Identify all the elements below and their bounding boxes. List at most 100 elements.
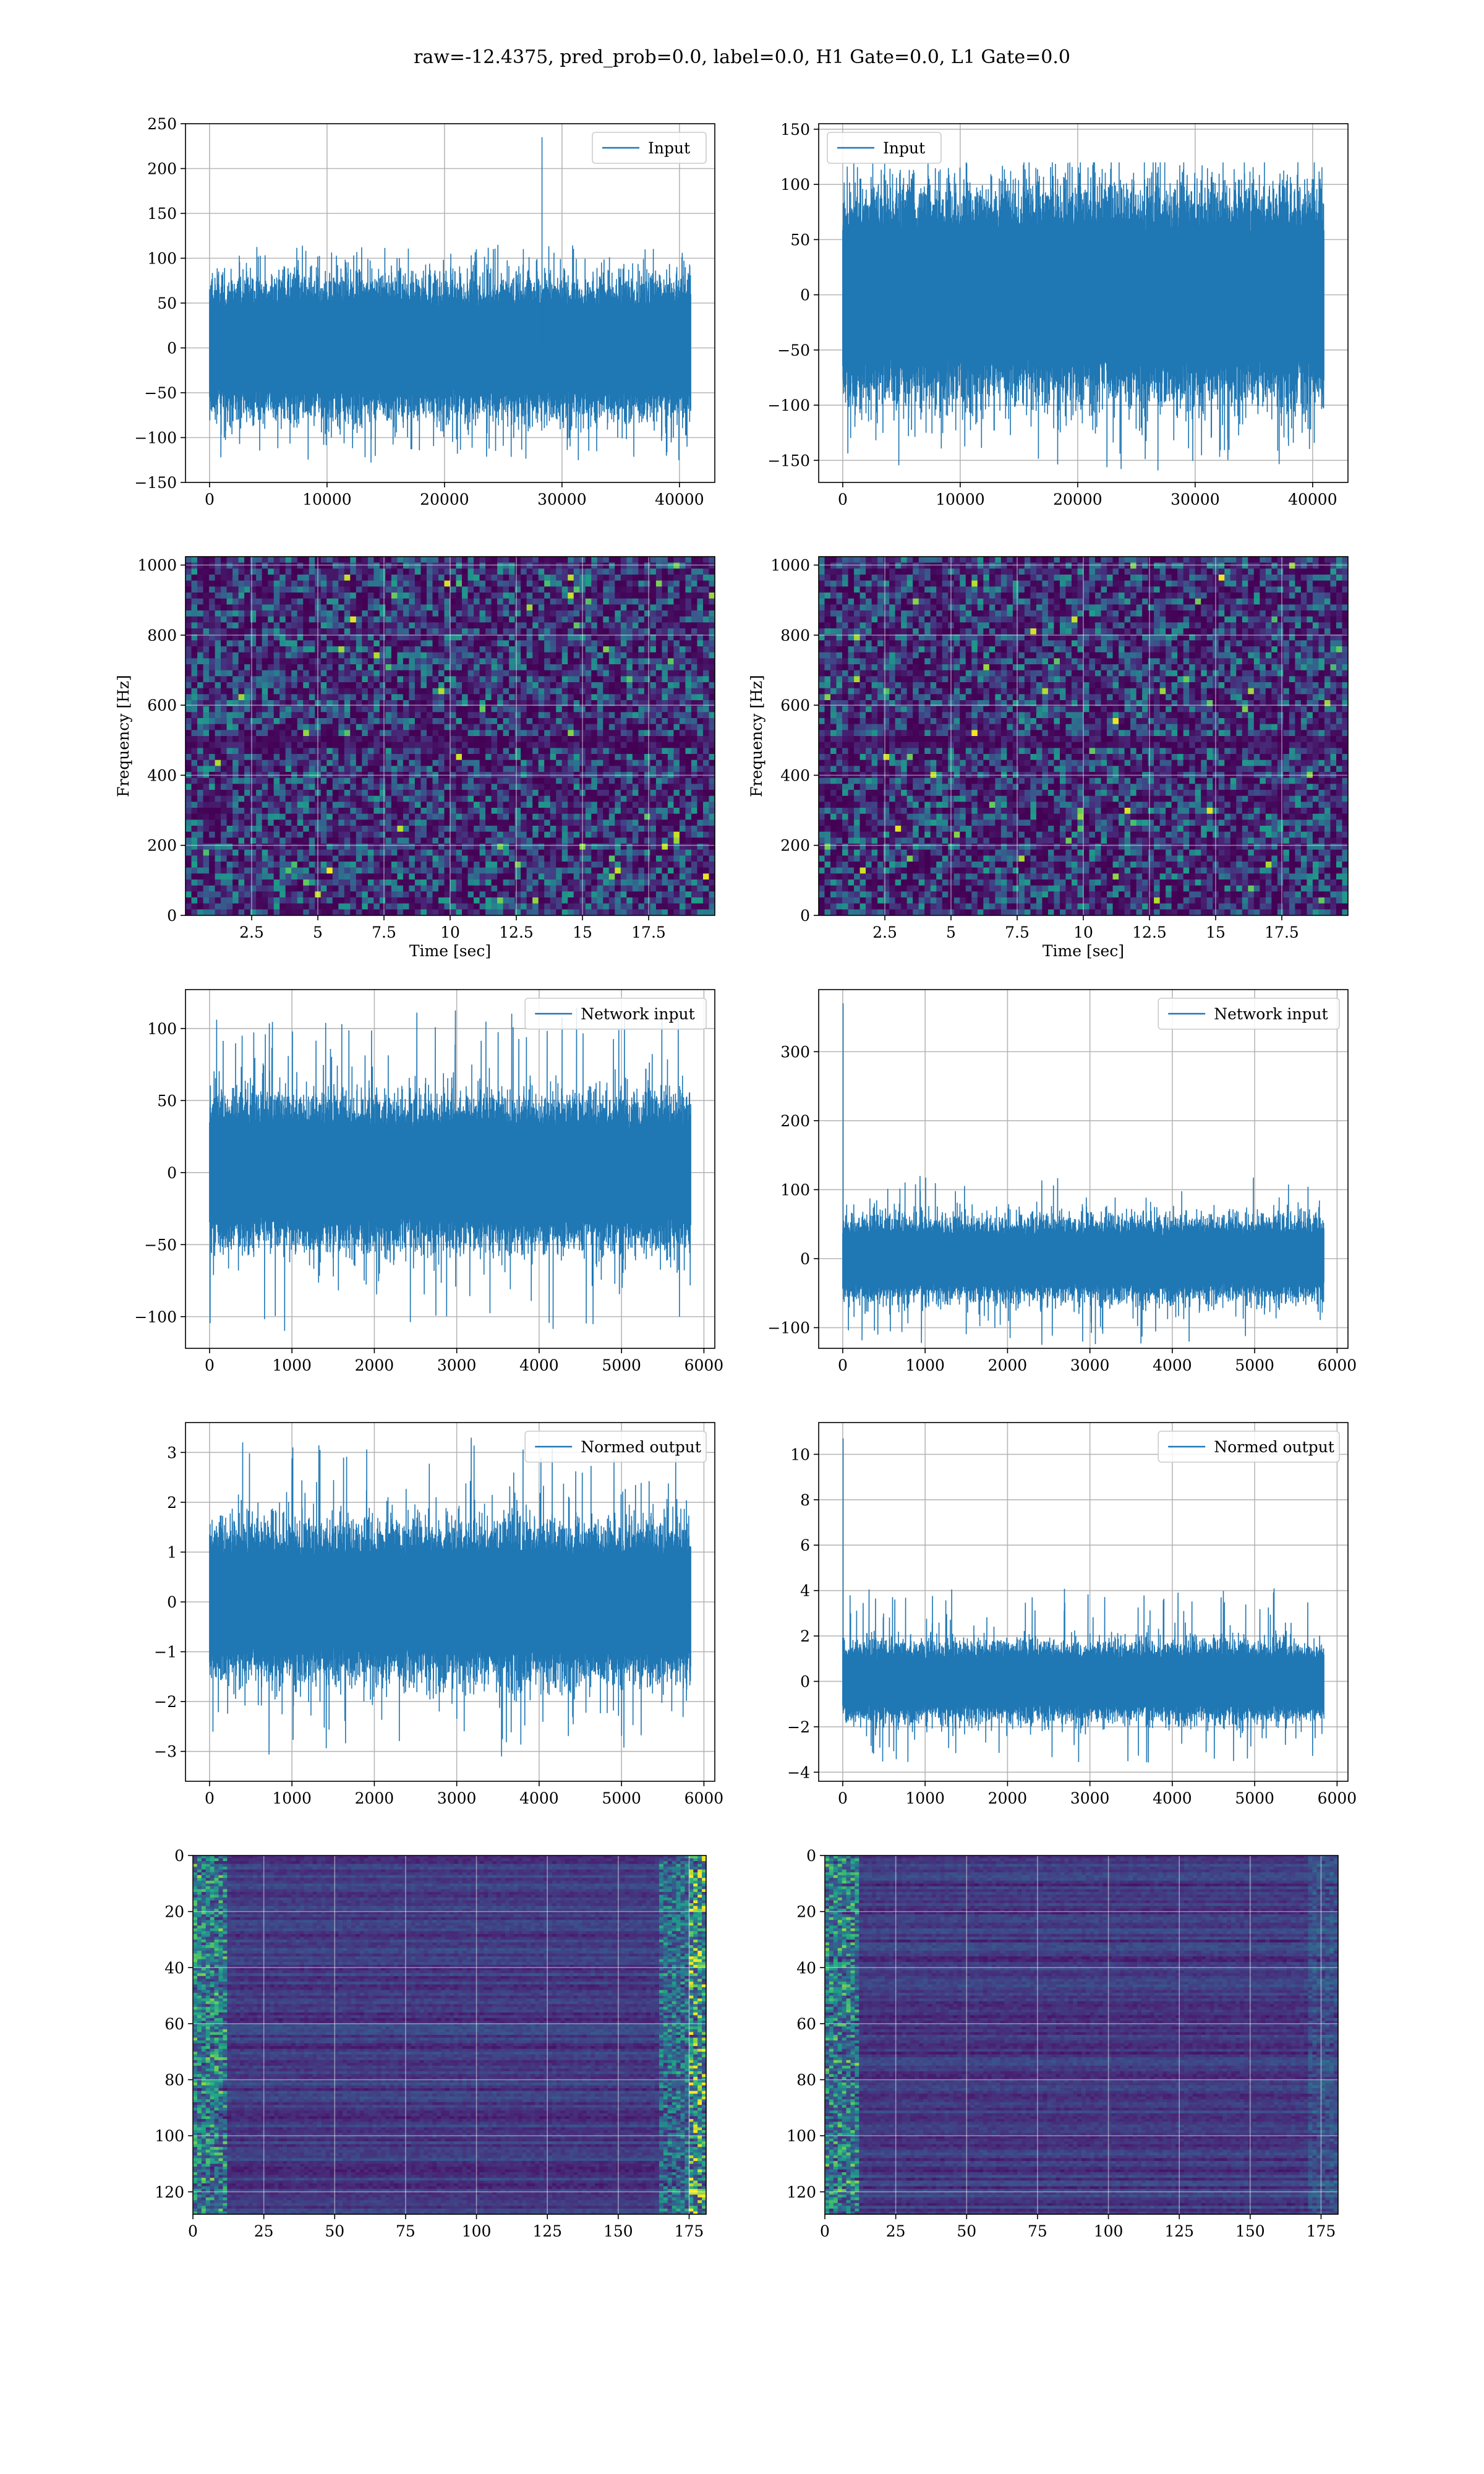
legend: Network input: [1158, 998, 1340, 1030]
x-tick-label: 4000: [1153, 1356, 1192, 1374]
subplot-normed-output-l1: 0 1000 2000 3000 4000 5000 6000 −4 −2 0 2 4 6 8 10 Norm…: [787, 1422, 1357, 1807]
x-tick-label: 17.5: [1264, 923, 1299, 941]
y-tick-label: 100: [147, 1020, 177, 1038]
y-tick-label: 0: [167, 1164, 177, 1182]
heatmap-image: [193, 1856, 706, 2214]
y-tick-label: 0: [167, 907, 177, 925]
x-tick-label: 2000: [988, 1356, 1028, 1374]
x-tick-label: 10: [440, 923, 460, 941]
plot-area: [819, 990, 1348, 1348]
y-tick-label: 100: [787, 2127, 816, 2145]
x-tick-label: 10000: [302, 490, 352, 508]
legend: Network input: [524, 998, 707, 1030]
axes-frame: [818, 123, 1349, 483]
x-tick-label: 6000: [1318, 1356, 1357, 1374]
subplot-network-input-l1: 0 1000 2000 3000 4000 5000 6000 −100 0 100 200 300 N…: [767, 989, 1357, 1374]
x-tick-label: 50: [325, 2222, 344, 2240]
x-tick-label: 1000: [272, 1356, 312, 1374]
y-tick-label: 250: [147, 115, 177, 133]
series-trace: [842, 1588, 1324, 1763]
y-tick-label: 80: [796, 2071, 816, 2089]
x-tick-label: 10: [1073, 923, 1093, 941]
series-trace: [842, 1176, 1324, 1345]
x-tick-label: 40000: [1288, 490, 1337, 508]
plot-area: [825, 1856, 1338, 2214]
x-tick-label: 0: [820, 2222, 830, 2240]
x-tick-label: 25: [886, 2222, 906, 2240]
x-tick-label: 6000: [684, 1789, 724, 1807]
x-tick-label: 5000: [1235, 1789, 1274, 1807]
x-tick-label: 125: [532, 2222, 562, 2240]
y-tick-label: 600: [147, 696, 177, 714]
subplot-grid: 0 10000 20000 30000 40000−150−100−5005010015…: [114, 115, 1357, 2240]
axes-frame: [824, 1855, 1339, 2215]
y-tick-label: −4: [787, 1763, 810, 1781]
y-tick-label: 400: [147, 766, 177, 784]
x-tick-label: 175: [1307, 2222, 1336, 2240]
subplot-feature-map-l1: 0 25 50 75 100 125 150 175 0 20 40 60 80 100 120: [787, 1847, 1339, 2240]
x-tick-label: 0: [838, 1789, 848, 1807]
plot-area: [819, 124, 1348, 482]
y-tick-label: −50: [144, 384, 177, 402]
x-tick-label: 5000: [1235, 1356, 1274, 1374]
y-tick-label: 1: [167, 1543, 177, 1561]
axes-frame: [818, 1422, 1349, 1782]
y-tick-label: −2: [154, 1693, 177, 1711]
y-tick-label: 0: [167, 340, 177, 357]
legend-label: Input: [883, 139, 925, 157]
x-tick-label: 3000: [437, 1356, 477, 1374]
y-tick-label: 1000: [770, 557, 810, 575]
y-tick-label: 80: [164, 2071, 184, 2089]
y-tick-label: 0: [800, 286, 810, 304]
subplot-input-l1: 0 10000 20000 30000 40000 −150 −100 −50 0 50 100 15…: [767, 121, 1349, 508]
plot-area: [186, 557, 715, 915]
y-tick-label: 8: [800, 1491, 810, 1509]
y-tick-label: 6: [800, 1536, 810, 1554]
x-tick-label: 20000: [1053, 490, 1102, 508]
x-tick-label: 3000: [437, 1789, 477, 1807]
subplot-spectrogram-l1: 2.5 5 7.5 10 12.5 15 17.5 0 200 400 600 800 1000 Time…: [748, 556, 1349, 960]
x-tick-label: 6000: [684, 1356, 724, 1374]
y-tick-label: 10: [790, 1445, 810, 1463]
series-trace: [842, 162, 1324, 471]
y-tick-label: −100: [767, 396, 810, 414]
x-tick-label: 30000: [537, 490, 587, 508]
x-tick-label: 2.5: [239, 923, 264, 941]
y-tick-label: 120: [155, 2183, 184, 2201]
x-tick-label: 3000: [1070, 1789, 1110, 1807]
x-tick-label: 5: [946, 923, 956, 941]
y-tick-label: −3: [154, 1743, 177, 1761]
x-tick-label: 2000: [355, 1789, 394, 1807]
y-tick-label: −150: [134, 474, 177, 492]
y-tick-label: 50: [157, 294, 177, 312]
x-tick-label: 1000: [905, 1789, 945, 1807]
subplot-feature-map-h1: 0 25 50 75 100 125 150 175 0 20 40 60 80 100 120: [155, 1847, 707, 2240]
axes-frame: [818, 989, 1349, 1349]
y-tick-label: 0: [800, 907, 810, 925]
legend: Normed output: [1158, 1431, 1340, 1463]
y-tick-label: −100: [134, 1308, 177, 1326]
x-tick-label: 5000: [602, 1789, 641, 1807]
heatmap-image: [186, 557, 715, 915]
x-tick-label: 100: [1094, 2222, 1124, 2240]
y-tick-label: 3: [167, 1444, 177, 1462]
x-tick-label: 0: [205, 1356, 215, 1374]
y-tick-label: 400: [780, 766, 810, 784]
x-tick-label: 15: [1206, 923, 1226, 941]
x-tick-label: 2000: [988, 1789, 1028, 1807]
y-tick-label: 0: [800, 1672, 810, 1690]
x-tick-label: 1000: [905, 1356, 945, 1374]
x-tick-label: 150: [1235, 2222, 1265, 2240]
y-tick-label: 2: [800, 1627, 810, 1645]
y-tick-label: 2: [167, 1494, 177, 1512]
y-tick-label: 100: [147, 250, 177, 268]
figure-suptitle: raw=-12.4375, pred_prob=0.0, label=0.0, …: [414, 46, 1070, 68]
x-tick-label: 7.5: [1005, 923, 1030, 941]
x-tick-label: 1000: [272, 1789, 312, 1807]
y-tick-label: 50: [790, 231, 810, 249]
y-tick-label: 0: [800, 1250, 810, 1268]
y-tick-label: 0: [174, 1847, 184, 1865]
x-tick-label: 0: [838, 1356, 848, 1374]
y-tick-label: 1000: [137, 557, 177, 575]
